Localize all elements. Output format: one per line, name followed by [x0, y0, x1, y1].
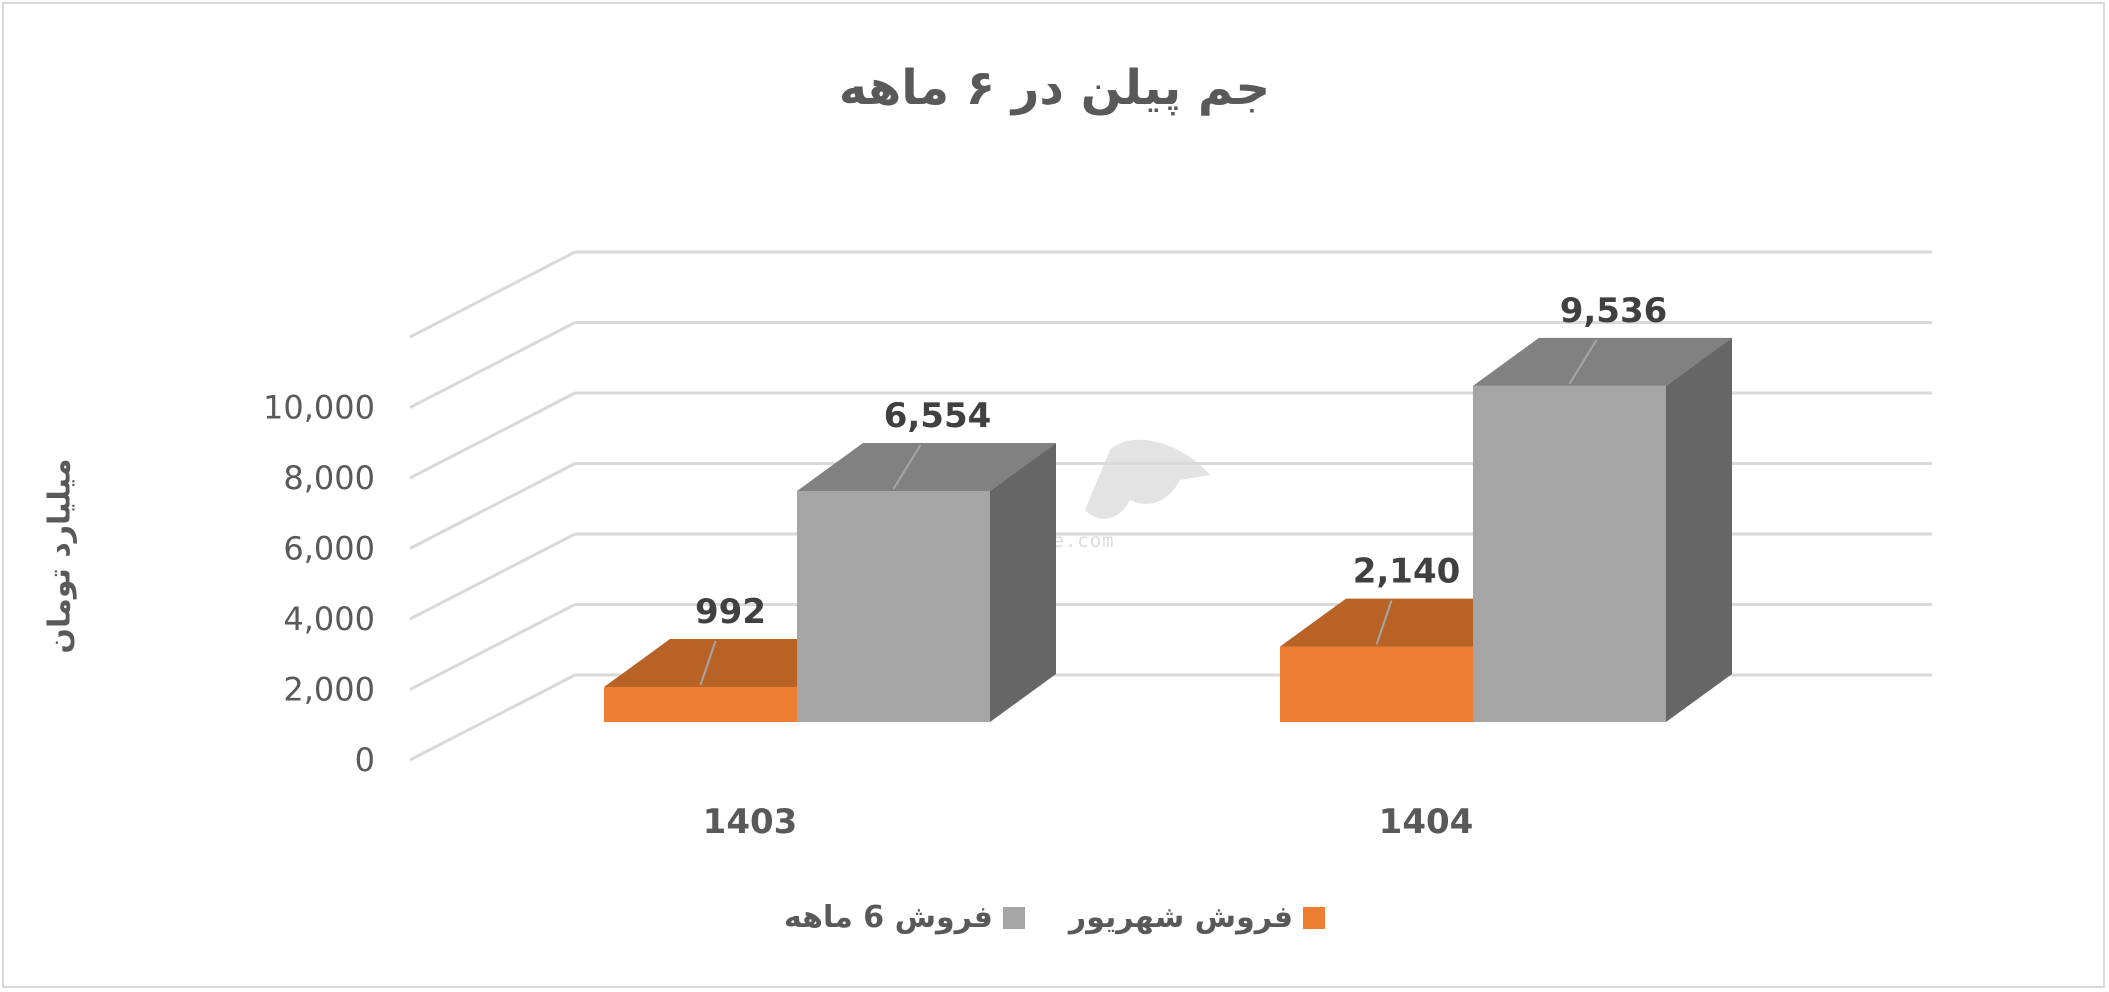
legend-item-series-2: فروش 6 ماهه: [784, 900, 1025, 935]
data-label: 2,140: [1353, 552, 1461, 592]
x-tick-label: 1403: [703, 802, 798, 842]
bar-side: [1666, 337, 1732, 722]
gridline-diagonal: [409, 321, 576, 409]
legend-label-series-2: فروش 6 ماهه: [783, 900, 993, 935]
legend-label-series-1: فروش شهریور: [1068, 900, 1294, 935]
gridline-diagonal: [409, 462, 576, 550]
y-tick-label: 8,000: [283, 459, 375, 497]
data-label: 9,536: [1560, 291, 1668, 331]
bar-top: [1473, 337, 1732, 386]
bar-front: [1280, 646, 1473, 722]
gridline-diagonal: [409, 250, 576, 339]
gridline-diagonal: [409, 673, 576, 762]
legend-swatch-series-2: [1002, 906, 1025, 929]
chart-title: جم پیلن در ۶ ماهه: [838, 60, 1271, 116]
y-tick-label: 6,000: [283, 530, 375, 568]
bar-front: [1473, 385, 1666, 722]
y-tick-label: 10,000: [263, 389, 375, 427]
legend: فروش شهریور فروش 6 ماهه: [0, 900, 2109, 935]
data-label: 6,554: [884, 396, 992, 436]
legend-item-series-1: فروش شهریور: [1068, 900, 1326, 935]
data-label-leader: [1568, 339, 1598, 385]
y-tick-label: 2,000: [283, 671, 375, 709]
bar-side: [990, 442, 1056, 722]
bar-front: [604, 687, 797, 722]
bar-front: [797, 490, 990, 722]
data-label-leader: [1375, 600, 1393, 645]
data-label-leader: [892, 444, 922, 490]
y-tick-label: 0: [355, 741, 375, 779]
gridline-diagonal: [409, 532, 576, 621]
y-tick-label: 4,000: [283, 600, 375, 638]
gridline-diagonal: [409, 391, 576, 480]
data-label: 992: [695, 592, 766, 632]
bar-top: [797, 442, 1056, 491]
gridline-diagonal: [409, 603, 576, 691]
x-tick-label: 1404: [1379, 802, 1474, 842]
data-label-leader: [699, 640, 717, 686]
legend-swatch-series-1: [1303, 906, 1326, 929]
